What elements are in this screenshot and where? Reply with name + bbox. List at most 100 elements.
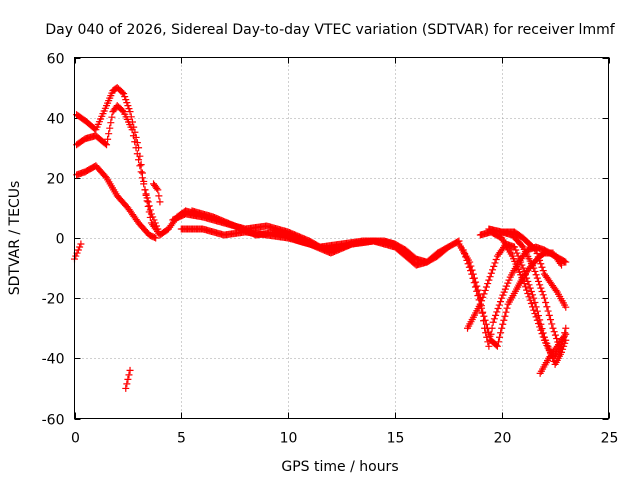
data-point-marker bbox=[548, 320, 556, 328]
data-point-marker bbox=[485, 342, 493, 350]
data-point-marker bbox=[532, 271, 540, 279]
data-point-marker bbox=[464, 260, 472, 268]
data-point-marker bbox=[482, 283, 490, 291]
data-point-marker bbox=[553, 335, 561, 343]
data-point-marker bbox=[106, 124, 114, 132]
data-point-marker bbox=[542, 298, 550, 306]
data-point-marker bbox=[549, 324, 557, 332]
data-point-marker bbox=[76, 243, 84, 251]
y-tick-label: -40 bbox=[42, 352, 65, 368]
data-point-marker bbox=[153, 184, 161, 192]
data-point-marker bbox=[72, 252, 80, 260]
data-point-marker bbox=[512, 246, 520, 254]
data-series bbox=[498, 228, 570, 311]
data-point-marker bbox=[74, 246, 82, 254]
data-point-marker bbox=[501, 312, 509, 320]
data-point-marker bbox=[537, 326, 545, 334]
data-point-marker bbox=[562, 324, 570, 332]
data-point-marker bbox=[499, 320, 507, 328]
data-point-marker bbox=[537, 260, 545, 268]
data-point-marker bbox=[525, 293, 533, 301]
data-point-marker bbox=[137, 161, 145, 169]
data-point-marker bbox=[132, 144, 140, 152]
data-point-marker bbox=[539, 267, 547, 275]
data-point-marker bbox=[533, 316, 541, 324]
data-point-marker bbox=[122, 96, 130, 104]
data-point-marker bbox=[499, 291, 507, 299]
data-point-marker bbox=[493, 342, 501, 350]
data-point-marker bbox=[131, 138, 139, 146]
data-point-marker bbox=[155, 192, 163, 200]
plot-frame bbox=[74, 57, 609, 419]
data-point-marker bbox=[462, 253, 470, 261]
data-point-marker bbox=[144, 198, 152, 206]
data-point-marker bbox=[121, 93, 129, 101]
data-point-marker bbox=[473, 287, 481, 295]
data-point-marker bbox=[531, 310, 539, 318]
data-point-marker bbox=[154, 186, 162, 194]
data-point-marker bbox=[532, 313, 540, 321]
data-point-marker bbox=[503, 282, 511, 290]
data-point-marker bbox=[531, 267, 539, 275]
data-point-marker bbox=[513, 249, 521, 257]
data-point-marker bbox=[562, 330, 570, 338]
grid-layer bbox=[74, 57, 609, 419]
data-point-marker bbox=[478, 297, 486, 305]
data-point-marker bbox=[526, 284, 534, 292]
data-point-marker bbox=[489, 266, 497, 274]
data-point-marker bbox=[128, 126, 136, 134]
data-point-marker bbox=[479, 293, 487, 301]
data-point-marker bbox=[156, 198, 164, 206]
data-point-marker bbox=[511, 243, 519, 251]
data-point-marker bbox=[496, 333, 504, 341]
data-point-marker bbox=[129, 132, 137, 140]
data-point-marker bbox=[487, 269, 495, 277]
data-layer bbox=[71, 84, 570, 392]
data-point-marker bbox=[463, 256, 471, 264]
data-point-marker bbox=[122, 384, 130, 392]
data-series bbox=[150, 180, 164, 206]
data-point-marker bbox=[520, 279, 528, 287]
data-point-marker bbox=[124, 102, 132, 110]
data-point-marker bbox=[517, 258, 525, 266]
data-point-marker bbox=[142, 190, 150, 198]
data-series bbox=[73, 162, 160, 242]
data-point-marker bbox=[490, 315, 498, 323]
y-axis-label: SDTVAR / TECUs bbox=[7, 181, 23, 296]
data-point-marker bbox=[496, 298, 504, 306]
data-point-marker bbox=[460, 249, 468, 257]
data-point-marker bbox=[562, 303, 570, 311]
data-point-marker bbox=[481, 316, 489, 324]
data-series bbox=[536, 330, 570, 377]
data-point-marker bbox=[498, 324, 506, 332]
data-point-marker bbox=[125, 105, 133, 113]
data-point-marker bbox=[490, 262, 498, 270]
data-point-marker bbox=[145, 202, 153, 210]
data-point-marker bbox=[529, 291, 537, 299]
data-point-marker bbox=[532, 246, 540, 254]
data-series bbox=[188, 207, 399, 251]
data-point-marker bbox=[533, 249, 541, 257]
data-point-marker bbox=[550, 328, 558, 336]
y-tick-label: 60 bbox=[47, 52, 65, 68]
x-tick-label: 15 bbox=[387, 431, 405, 447]
data-point-marker bbox=[104, 135, 112, 143]
data-series bbox=[485, 225, 570, 356]
data-point-marker bbox=[126, 366, 134, 374]
data-point-marker bbox=[494, 338, 502, 346]
data-point-marker bbox=[530, 306, 538, 314]
data-point-marker bbox=[545, 311, 553, 319]
data-point-marker bbox=[539, 333, 547, 341]
data-point-marker bbox=[534, 253, 542, 261]
data-point-marker bbox=[519, 264, 527, 272]
data-point-marker bbox=[103, 141, 111, 149]
x-tick-label: 20 bbox=[494, 431, 512, 447]
data-point-marker bbox=[154, 225, 162, 233]
data-point-marker bbox=[465, 263, 473, 271]
data-point-marker bbox=[500, 288, 508, 296]
data-point-marker bbox=[137, 168, 145, 176]
data-point-marker bbox=[140, 180, 148, 188]
y-tick-label: -60 bbox=[42, 413, 65, 429]
data-point-marker bbox=[143, 194, 151, 202]
